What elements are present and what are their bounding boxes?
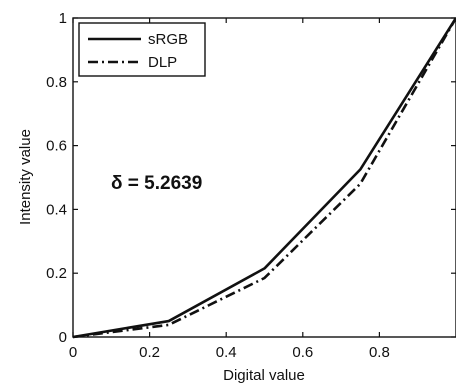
series-line-srgb (72, 17, 456, 339)
plot-frame (72, 17, 456, 338)
x-tick-label: 0 (69, 344, 77, 361)
y-tick-label: 0.4 (46, 201, 67, 218)
series-layer (72, 17, 456, 339)
series-line-dlp (72, 17, 456, 339)
tick-labels: 0 0.2 0.4 0.6 0.8 0 0.2 0.4 0.6 0.8 1 (46, 10, 390, 361)
legend-box (78, 22, 206, 77)
x-tick-label: 0.8 (369, 344, 390, 361)
y-tick-label: 0.6 (46, 138, 67, 155)
y-tick-label: 0.8 (46, 74, 67, 91)
y-tick-label: 1 (59, 10, 67, 27)
legend: sRGB DLP (78, 22, 206, 77)
x-tick-label: 0.4 (216, 344, 237, 361)
delta-annotation: δ = 5.2639 (111, 173, 202, 194)
x-axis-title: Digital value (223, 367, 305, 383)
x-tick-label: 0.6 (292, 344, 313, 361)
y-tick-label: 0.2 (46, 265, 67, 282)
y-axis-title: Intensity value (17, 129, 34, 225)
legend-label-srgb: sRGB (148, 31, 188, 48)
legend-label-dlp: DLP (148, 54, 177, 71)
x-tick-label: 0.2 (139, 344, 160, 361)
y-tick-label: 0 (59, 329, 67, 346)
